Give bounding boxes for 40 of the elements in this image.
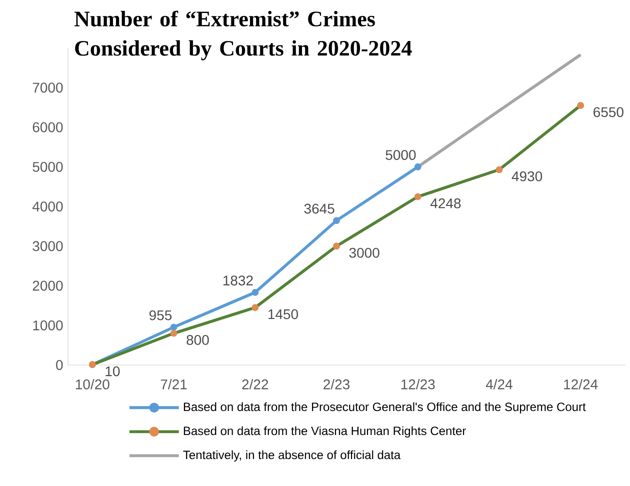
data-label: 955: [149, 310, 172, 320]
data-label: 3000: [349, 248, 380, 258]
point: [252, 304, 259, 312]
x-tick-label: 12/23: [401, 379, 435, 390]
y-tick-label: 5000: [32, 162, 63, 172]
point: [170, 330, 178, 337]
legend-label: Tentatively, in the absence of official data: [183, 450, 401, 462]
point: [577, 102, 584, 109]
legend-label: Based on data from the Prosecutor General's Office and the Supreme Court: [184, 402, 586, 414]
y-tick-label: 1000: [33, 320, 63, 330]
x-tick-label: 2/22: [242, 379, 268, 390]
point: [414, 163, 422, 170]
data-label: 4248: [430, 198, 461, 208]
data-label: 4930: [512, 171, 542, 182]
data-label: 1832: [223, 276, 253, 286]
x-tick-label: 4/24: [486, 379, 512, 390]
x-tick-label: 7/21: [160, 379, 187, 390]
data-label: 10: [106, 366, 120, 376]
point: [496, 166, 503, 174]
legend-label: Based on data from the Viasna Human Rights Center: [184, 426, 466, 438]
x-tick-label: 10/20: [76, 379, 110, 390]
data-label: 5000: [386, 150, 416, 160]
y-tick-label: 2000: [32, 280, 63, 291]
data-label: 6550: [594, 107, 624, 118]
y-tick-label: 7000: [32, 82, 63, 93]
point: [333, 217, 340, 224]
point: [252, 288, 259, 296]
data-label: 3645: [304, 204, 334, 214]
y-tick-label: 3000: [32, 241, 63, 252]
x-tick-label: 2/23: [324, 379, 350, 390]
data-label: 800: [186, 335, 209, 345]
chart-title: Number of “Extremist” Crimes Considered by Courts in 2020-2024: [74, 10, 412, 60]
point: [170, 324, 178, 331]
y-tick-label: 0: [56, 360, 63, 370]
y-tick-label: 4000: [32, 202, 63, 212]
data-label: 1450: [268, 309, 298, 320]
point: [414, 193, 422, 200]
y-tick-label: 6000: [32, 122, 63, 132]
x-tick-label: 12/24: [564, 379, 598, 390]
point: [333, 242, 340, 250]
